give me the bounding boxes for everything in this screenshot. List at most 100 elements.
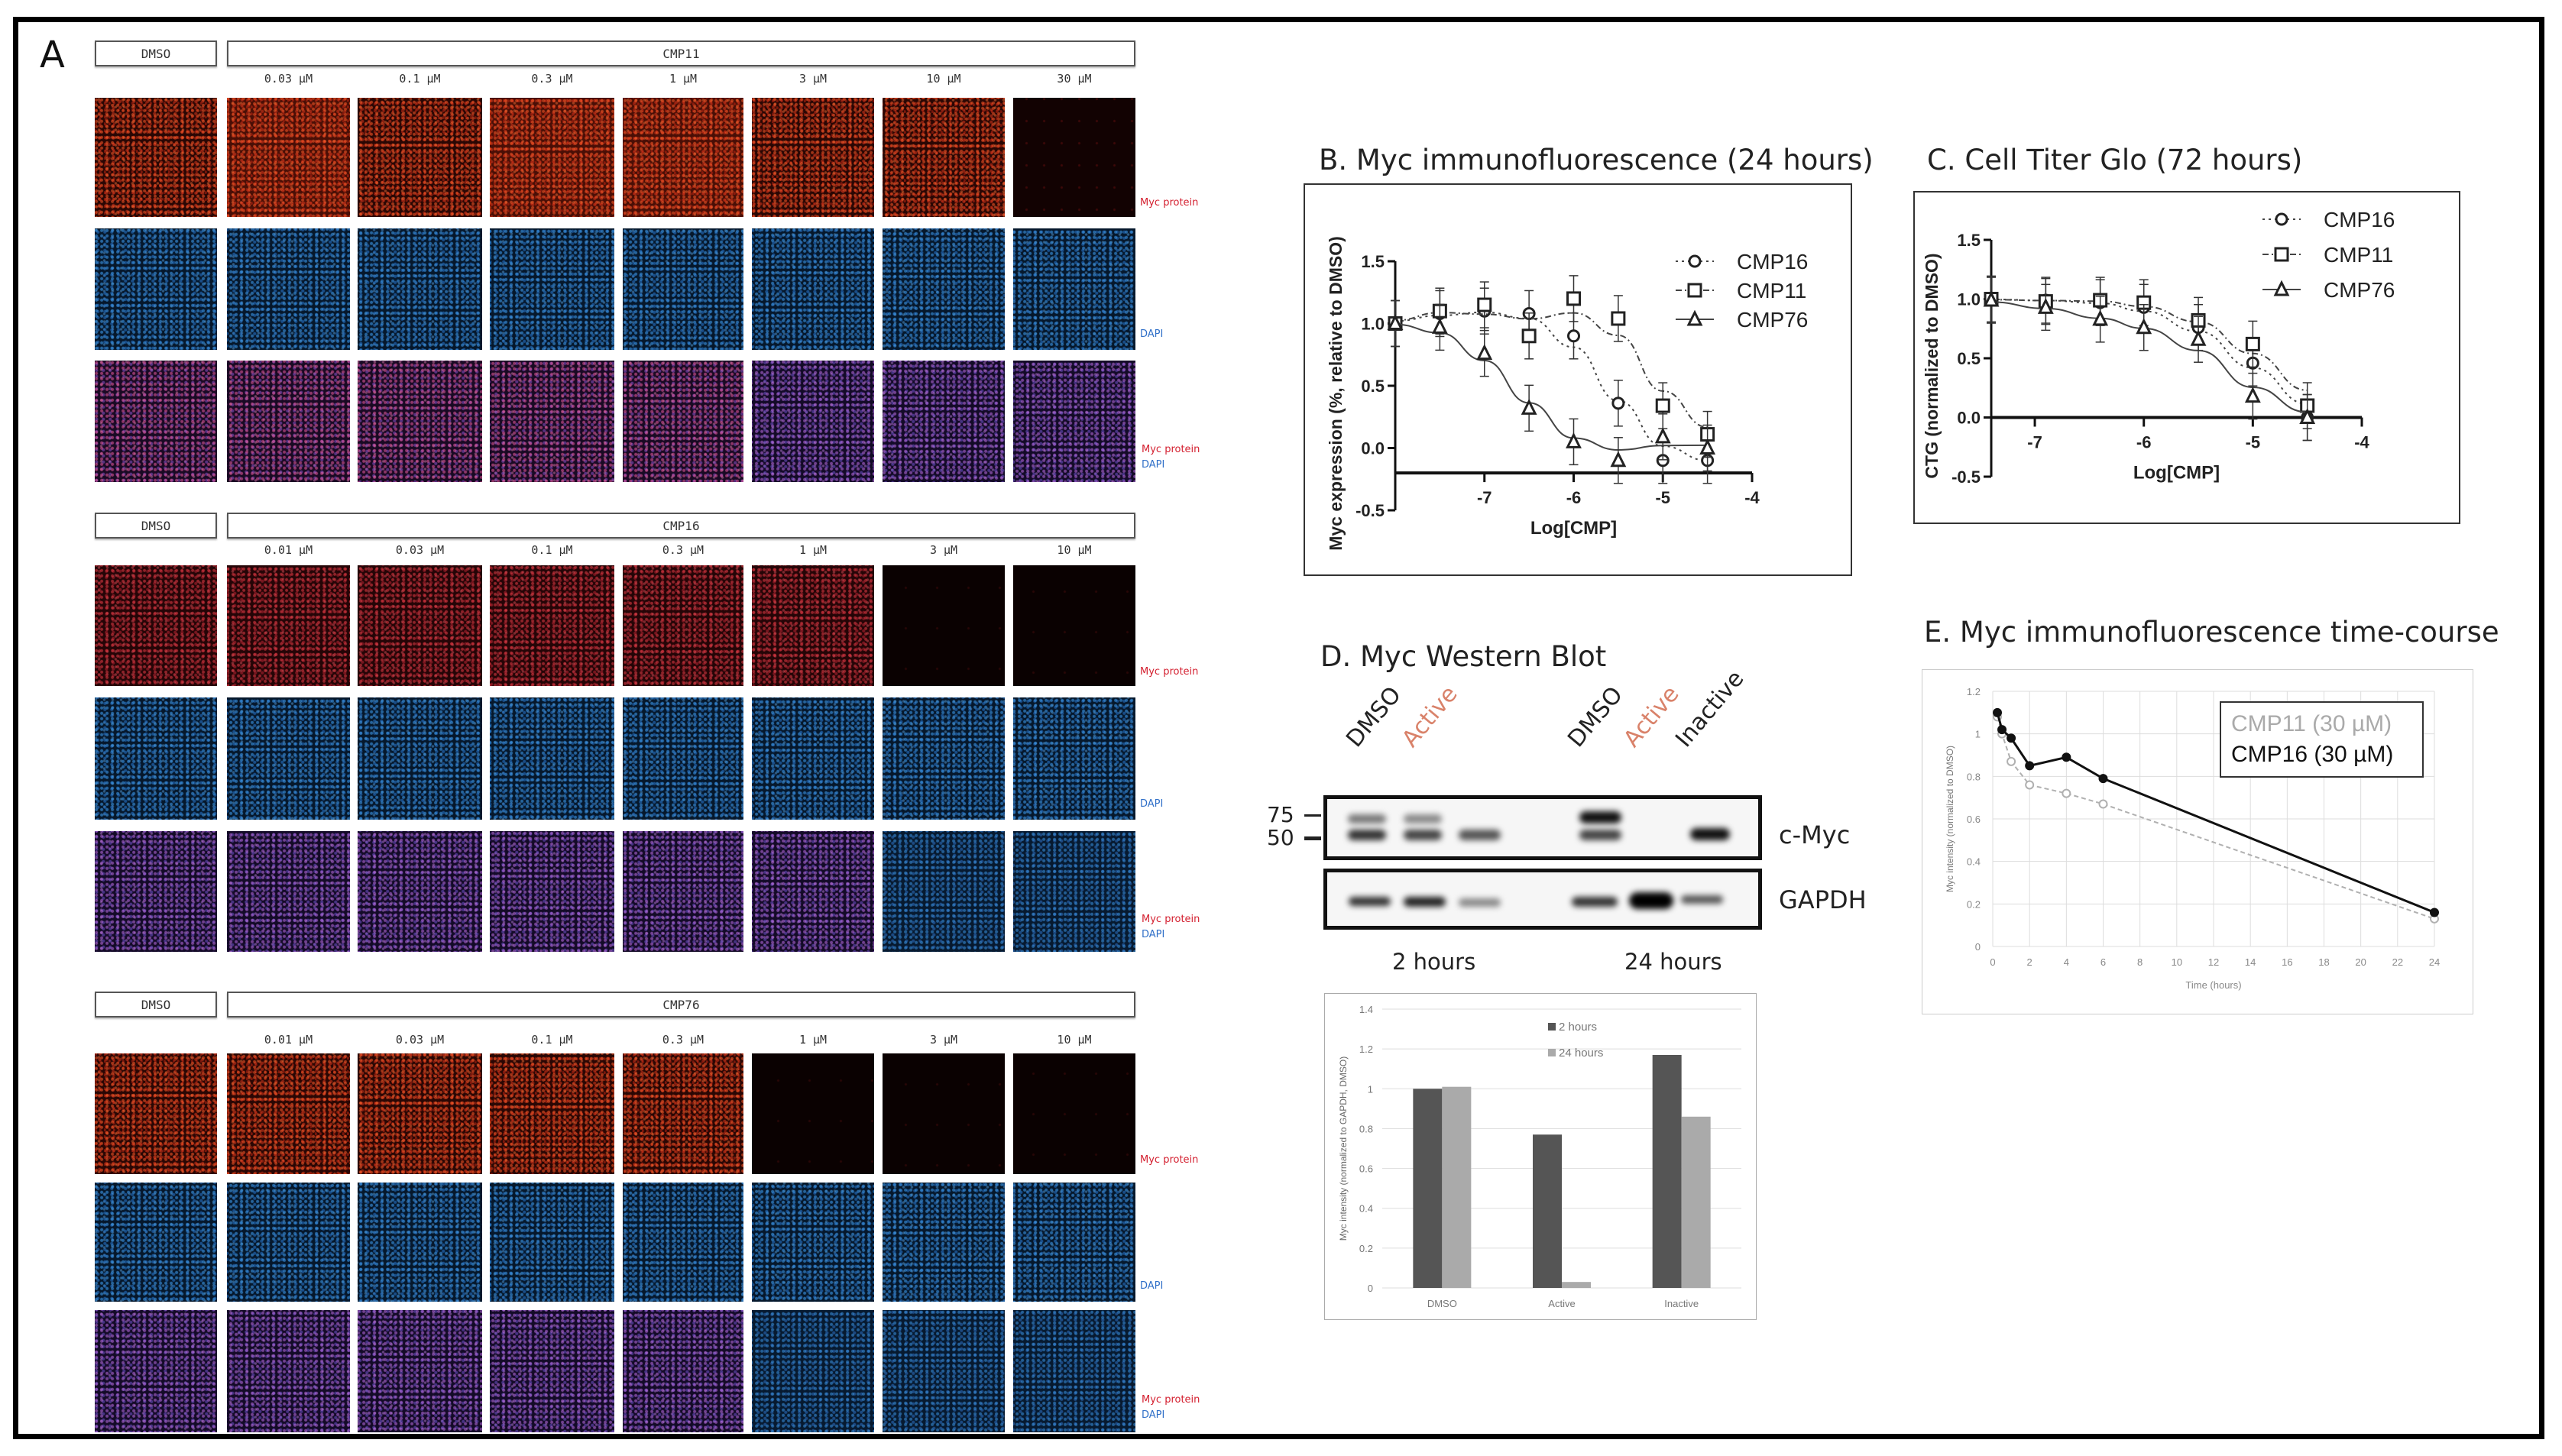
- blot-band: [1681, 895, 1723, 904]
- concentration-label: 0.03 µM: [395, 1033, 445, 1047]
- svg-text:Log[CMP]: Log[CMP]: [2133, 463, 2220, 484]
- marker-tick: [1304, 814, 1321, 817]
- row-label-merge-myc: Myc protein: [1142, 1394, 1200, 1406]
- concentration-label: 3 µM: [798, 72, 828, 86]
- dapi-row-image: [358, 228, 482, 350]
- compound-header-box: CMP11: [227, 40, 1135, 66]
- panel-d-title: D. Myc Western Blot: [1320, 640, 1607, 673]
- dapi-row-image: [358, 697, 482, 820]
- blot-band: [1348, 830, 1386, 840]
- svg-text:1.2: 1.2: [1359, 1043, 1373, 1055]
- svg-text:0.4: 0.4: [1967, 856, 1981, 868]
- merge-row-image: [883, 361, 1005, 482]
- row-label-dapi: DAPI: [1140, 1280, 1164, 1292]
- svg-text:-7: -7: [1477, 488, 1492, 507]
- row-label-merge-myc: Myc protein: [1142, 914, 1200, 925]
- myc-protein-row-image: [623, 565, 743, 686]
- row-label-merge-dapi: DAPI: [1142, 459, 1165, 471]
- blot-band: [1459, 830, 1501, 840]
- dapi-row-image: [227, 228, 350, 350]
- dmso-header-box: DMSO: [95, 513, 217, 539]
- merge-row-image: [227, 1310, 350, 1432]
- myc-protein-row-image: [1013, 1053, 1135, 1174]
- myc-protein-row-image: [883, 1053, 1005, 1174]
- panel-b-dose-response-chart: -0.5 0.0 0.5 1.0 1.5 -7 -6 -5 -4 Log[CMP] Myc expr…: [1326, 236, 1808, 551]
- svg-text:CMP76: CMP76: [1737, 308, 1808, 332]
- myc-protein-row-image: [95, 98, 217, 217]
- merge-row-image: [883, 831, 1005, 952]
- blot-band: [1690, 828, 1730, 840]
- svg-text:-4: -4: [1744, 488, 1760, 507]
- svg-text:CMP16: CMP16: [1737, 250, 1808, 273]
- compound-header-box: CMP16: [227, 513, 1135, 539]
- panel-a-letter: A: [40, 34, 65, 76]
- svg-text:CMP16: CMP16: [2324, 208, 2395, 231]
- svg-text:1.4: 1.4: [1359, 1004, 1373, 1015]
- svg-text:1.0: 1.0: [1361, 315, 1385, 334]
- row-label-myc-protein: Myc protein: [1140, 197, 1199, 209]
- dapi-row-image: [95, 1183, 217, 1302]
- merge-row-image: [883, 1310, 1005, 1432]
- svg-text:12: 12: [2208, 956, 2219, 968]
- dapi-row-image: [95, 228, 217, 350]
- dapi-row-image: [1013, 697, 1135, 820]
- myc-protein-row-image: [358, 98, 482, 217]
- merge-row-image: [490, 361, 614, 482]
- blot-band: [1572, 897, 1618, 907]
- blot-band: [1348, 814, 1386, 823]
- myc-protein-row-image: [95, 565, 217, 686]
- dapi-row-image: [752, 1183, 874, 1302]
- dmso-header-box: DMSO: [95, 992, 217, 1018]
- svg-text:CMP11: CMP11: [1737, 279, 1806, 303]
- row-label-dapi: DAPI: [1140, 798, 1164, 810]
- dapi-row-image: [623, 228, 743, 350]
- myc-protein-row-image: [883, 565, 1005, 686]
- svg-text:Inactive: Inactive: [1664, 1298, 1699, 1309]
- svg-text:0.2: 0.2: [1359, 1243, 1373, 1254]
- dapi-row-image: [490, 697, 614, 820]
- svg-text:2 hours: 2 hours: [1559, 1021, 1597, 1034]
- merge-row-image: [95, 1310, 217, 1432]
- svg-text:Myc intensity (normalized to G: Myc intensity (normalized to GAPDH, DMSO…: [1338, 1056, 1349, 1241]
- svg-text:0.8: 0.8: [1359, 1123, 1373, 1134]
- merge-row-image: [227, 831, 350, 952]
- svg-text:0.0: 0.0: [1957, 409, 1981, 428]
- panel-c-chart-box: -0.5 0.0 0.5 1.0 1.5 -7 -6 -5 -4 Log[CMP] CTG (nor…: [1913, 191, 2460, 524]
- svg-text:-5: -5: [2246, 433, 2261, 452]
- blot-band: [1629, 892, 1673, 909]
- svg-text:0: 0: [1990, 956, 1995, 968]
- svg-text:0.8: 0.8: [1967, 771, 1981, 782]
- row-label-merge-myc: Myc protein: [1142, 444, 1200, 455]
- merge-row-image: [623, 1310, 743, 1432]
- concentration-label: 0.03 µM: [395, 543, 445, 557]
- svg-text:-6: -6: [2136, 433, 2152, 452]
- concentration-label: 10 µM: [926, 72, 961, 86]
- blot-band: [1404, 814, 1442, 823]
- svg-text:6: 6: [2100, 956, 2106, 968]
- svg-text:DMSO: DMSO: [1427, 1298, 1457, 1309]
- dapi-row-image: [227, 697, 350, 820]
- dapi-row-image: [490, 228, 614, 350]
- svg-text:1.2: 1.2: [1967, 686, 1981, 697]
- merge-row-image: [623, 361, 743, 482]
- svg-text:-0.5: -0.5: [1951, 468, 1981, 487]
- merge-row-image: [623, 831, 743, 952]
- svg-text:0: 0: [1368, 1283, 1373, 1294]
- svg-text:24: 24: [2429, 956, 2440, 968]
- dapi-row-image: [1013, 1183, 1135, 1302]
- concentration-label: 10 µM: [1057, 1033, 1092, 1047]
- svg-text:-4: -4: [2354, 433, 2369, 452]
- merge-row-image: [490, 831, 614, 952]
- gapdh-label: GAPDH: [1779, 885, 1867, 914]
- blot-band: [1349, 897, 1391, 906]
- dapi-row-image: [623, 697, 743, 820]
- blot-band: [1404, 830, 1442, 840]
- blot-band: [1404, 897, 1446, 907]
- dapi-row-image: [752, 697, 874, 820]
- svg-text:-7: -7: [2027, 433, 2042, 452]
- myc-protein-row-image: [358, 1053, 482, 1174]
- concentration-label: 3 µM: [929, 1033, 958, 1047]
- concentration-label: 3 µM: [929, 543, 958, 557]
- merge-row-image: [1013, 1310, 1135, 1432]
- myc-protein-row-image: [1013, 98, 1135, 217]
